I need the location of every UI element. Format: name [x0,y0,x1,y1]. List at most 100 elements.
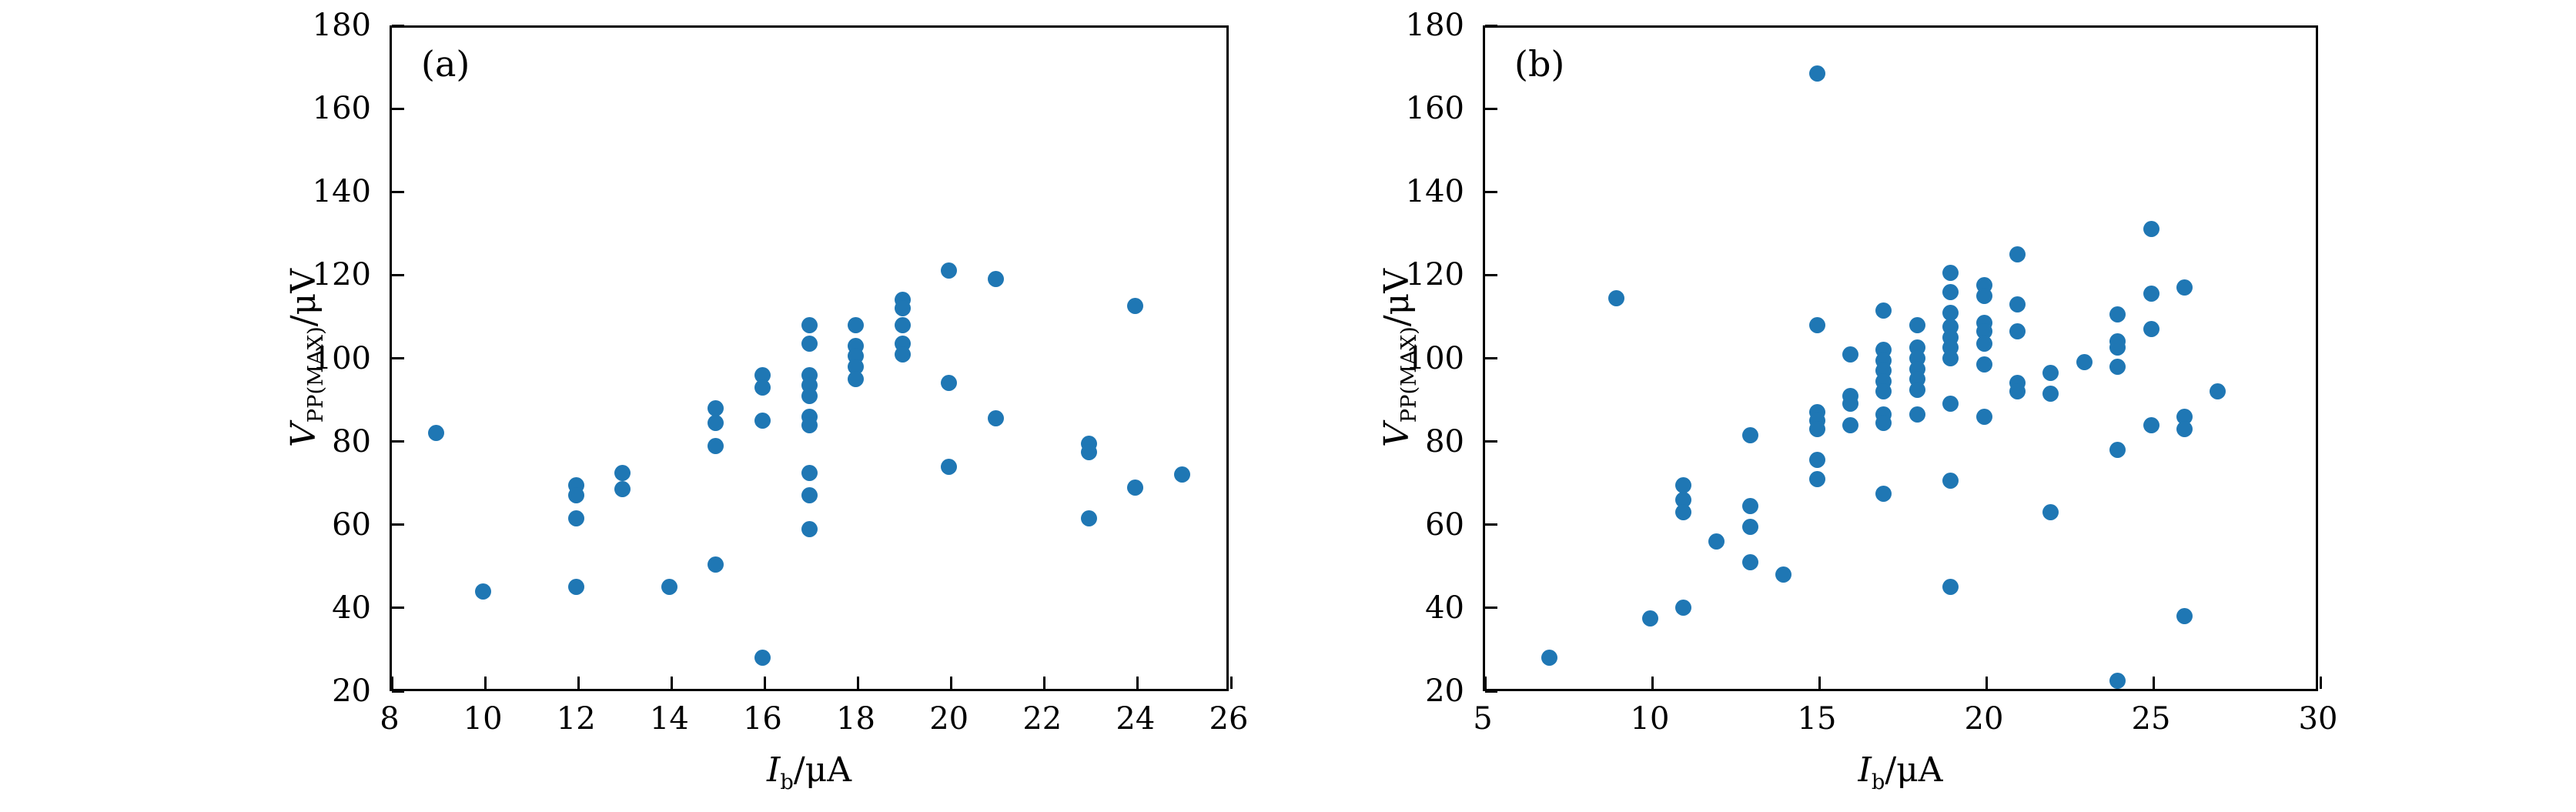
data-point [1909,381,1925,398]
data-point [1080,510,1097,527]
data-point [2042,364,2059,381]
x-tick-label: 10 [1630,701,1670,737]
x-tick-label: 25 [2131,701,2171,737]
y-tick [1485,273,1497,276]
x-tick-label: 24 [1116,701,1156,737]
y-tick [1485,606,1497,610]
data-point [1942,304,1959,321]
data-point [1808,452,1825,469]
y-tick-label: 140 [312,174,371,210]
data-point [1875,414,1892,431]
y-tick-label: 40 [1425,590,1464,626]
data-point [1674,504,1691,521]
data-point [1975,287,1992,304]
data-point [848,316,865,333]
data-point [2143,221,2159,238]
data-point [2210,383,2226,400]
data-point [941,458,958,475]
data-point [1875,485,1892,502]
data-point [801,464,818,481]
data-point [801,316,818,333]
data-point [848,371,865,388]
data-point [754,650,771,667]
y-tick [392,273,404,276]
x-tick [763,677,766,689]
y-tick-label: 100 [312,340,371,376]
data-point [894,316,911,333]
x-tick [1229,677,1233,689]
y-tick [392,190,404,193]
data-point [2176,408,2193,425]
data-point [1708,533,1725,550]
data-point [567,579,584,596]
data-point [1942,473,1959,490]
y-tick [392,440,404,443]
data-point [1875,302,1892,319]
data-point [2143,286,2159,302]
data-point [474,583,491,600]
x-tick [857,677,860,689]
panel-a-x-axis-label: Ib/μA [766,750,852,794]
y-tick [392,24,404,27]
data-point [2009,296,2026,312]
data-point [1808,65,1825,82]
data-point [1808,420,1825,437]
data-point [1909,406,1925,423]
data-point [801,416,818,433]
data-point [1808,470,1825,487]
x-tick-label: 30 [2298,701,2338,737]
data-point [1608,289,1625,306]
data-point [708,556,724,573]
y-tick-label: 80 [1425,423,1464,459]
data-point [2009,383,2026,400]
data-point [2143,416,2159,433]
x-tick-label: 26 [1209,701,1249,737]
y-tick [392,523,404,526]
data-point [1808,316,1825,333]
data-point [941,262,958,279]
y-tick [1485,190,1497,193]
data-point [2109,672,2126,689]
x-tick [577,677,580,689]
x-tick-label: 12 [556,701,596,737]
data-point [801,387,818,404]
x-tick-label: 14 [649,701,689,737]
data-point [614,464,631,481]
data-point [941,375,958,392]
data-point [567,510,584,527]
data-point [1942,350,1959,366]
data-point [428,425,445,442]
data-point [1875,383,1892,400]
y-tick-label: 20 [1425,673,1464,709]
y-tick [392,107,404,110]
data-point [1741,518,1758,535]
data-point [2176,608,2193,625]
data-point [754,366,771,383]
data-point [1080,443,1097,460]
y-tick-label: 60 [332,506,371,543]
data-point [1541,650,1558,667]
data-point [754,379,771,396]
data-point [1173,466,1190,483]
x-tick-label: 20 [1964,701,2004,737]
data-point [1127,298,1144,315]
data-point [1741,553,1758,570]
y-tick-label: 60 [1425,506,1464,543]
data-point [2176,420,2193,437]
x-tick [950,677,953,689]
data-point [1741,427,1758,444]
y-tick-label: 160 [312,91,371,127]
data-point [1975,336,1992,353]
x-tick-label: 8 [380,701,400,737]
x-tick-label: 20 [929,701,969,737]
data-point [1674,476,1691,493]
data-point [1775,566,1792,583]
y-tick-label: 100 [1405,340,1464,376]
x-tick-label: 16 [742,701,782,737]
x-tick [2152,677,2155,689]
y-tick [392,357,404,359]
y-tick-label: 180 [1405,8,1464,43]
data-point [1741,497,1758,514]
panel-a-letter: (a) [421,43,470,85]
